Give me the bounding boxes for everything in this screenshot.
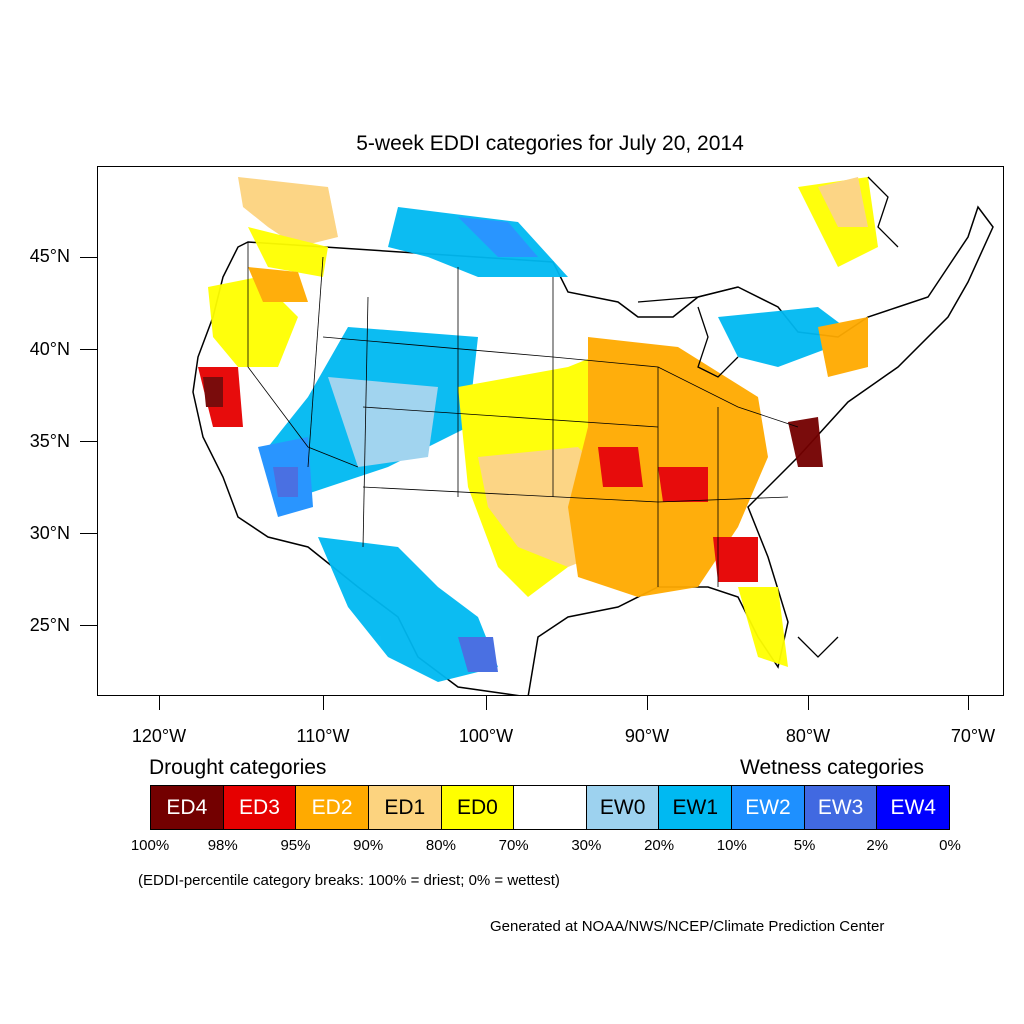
lat-label-35: 35°N: [29, 431, 70, 451]
ed3-region-midwest: [598, 447, 643, 487]
legend-cell-neutral: [514, 786, 587, 829]
lon-label-100: 100°W: [458, 726, 514, 746]
legend-cell-ew1: EW1: [659, 786, 733, 829]
map-title: 5-week EDDI categories for July 20, 2014: [356, 132, 744, 155]
lon-label-110: 110°W: [296, 726, 350, 746]
ed1-region-canada-east: [818, 177, 868, 227]
ew1-region-greatlakes: [718, 307, 858, 367]
lat-tick: [80, 441, 97, 442]
legend-break-label: 100%: [130, 837, 170, 854]
lat-tick: [80, 349, 97, 350]
ed1-region-nw: [238, 177, 338, 247]
lat-label-40: 40°N: [29, 339, 70, 359]
ew0-region-central: [328, 377, 438, 467]
legend-cell-ed4: ED4: [151, 786, 224, 829]
lat-label-30: 30°N: [29, 523, 70, 543]
lon-label-120: 120°W: [131, 726, 187, 746]
legend-cell-ew2: EW2: [732, 786, 805, 829]
eddi-map: [192, 176, 994, 695]
lon-label-70: 70°W: [950, 726, 996, 746]
ed0-region-florida: [738, 587, 788, 667]
legend-break-label: 30%: [571, 837, 602, 854]
ed2-region-nw: [248, 267, 308, 302]
state-boundaries: [247, 242, 799, 587]
legend-cell-ed2: ED2: [296, 786, 369, 829]
lon-tick: [968, 696, 969, 710]
coastlines: [637, 176, 899, 658]
ew1-region-north: [388, 207, 568, 277]
ed0-region-north: [248, 227, 328, 277]
legend-break-label: 70%: [498, 837, 529, 854]
lon-tick: [323, 696, 324, 710]
legend-break-label: 95%: [280, 837, 311, 854]
legend-break-label: 90%: [353, 837, 384, 854]
ew3-region-sw: [273, 467, 298, 497]
lon-tick: [159, 696, 160, 710]
map-frame: [97, 166, 1004, 696]
ew3-region-texas: [458, 637, 498, 672]
legend-cell-ew3: EW3: [804, 786, 878, 829]
lat-label-45: 45°N: [29, 246, 70, 266]
legend-note: (EDDI-percentile category breaks: 100% =…: [138, 872, 560, 889]
lon-label-90: 90°W: [624, 726, 670, 746]
legend-cell-ed0: ED0: [441, 786, 515, 829]
legend-break-label: 10%: [716, 837, 747, 854]
lon-label-80: 80°W: [785, 726, 831, 746]
legend-break-label: 80%: [425, 837, 456, 854]
legend-break-label: 98%: [207, 837, 238, 854]
legend-break-label: 20%: [644, 837, 675, 854]
legend-break-label: 5%: [793, 837, 816, 854]
lat-tick: [80, 625, 97, 626]
ed2-region-northeast: [818, 317, 868, 377]
ed4-region-california: [203, 377, 223, 407]
legend-color-bar: ED4 ED3 ED2 ED1 ED0 EW0 EW1 EW2 EW3 EW4: [150, 785, 950, 830]
lat-tick: [80, 257, 97, 258]
lon-tick: [647, 696, 648, 710]
legend-cell-ed3: ED3: [223, 786, 297, 829]
wetness-categories-heading: Wetness categories: [740, 756, 925, 779]
legend-cell-ew0: EW0: [586, 786, 660, 829]
lon-tick: [486, 696, 487, 710]
lon-tick: [808, 696, 809, 710]
ed3-region-georgia: [713, 537, 758, 582]
ed3-region-kentucky: [658, 467, 708, 502]
legend-cell-ew4: EW4: [877, 786, 950, 829]
legend-cell-ed1: ED1: [368, 786, 442, 829]
legend-break-label: 0%: [939, 837, 961, 854]
drought-categories-heading: Drought categories: [149, 756, 327, 779]
ew2-region-north: [458, 217, 538, 257]
lat-tick: [80, 533, 97, 534]
legend-break-label: 2%: [866, 837, 889, 854]
lat-label-25: 25°N: [29, 615, 70, 635]
ed4-region-virginia: [788, 417, 823, 467]
credit-line: Generated at NOAA/NWS/NCEP/Climate Predi…: [490, 918, 885, 935]
ew1-region-texas: [318, 537, 498, 682]
